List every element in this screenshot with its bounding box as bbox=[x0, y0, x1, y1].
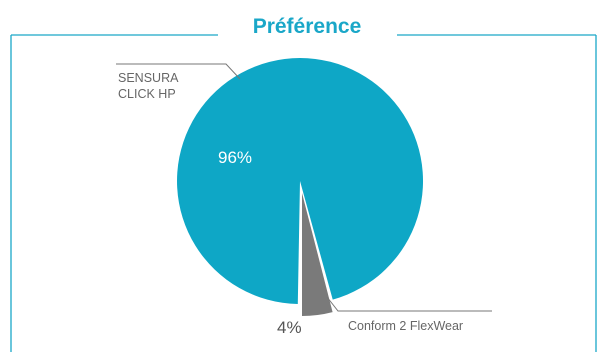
slice-label-sensura-line-1: SENSURA bbox=[118, 71, 179, 85]
chart-title: Préférence bbox=[253, 15, 362, 38]
leader-line-sensura bbox=[116, 63, 241, 80]
pie-slice-conform-2-flexwear bbox=[302, 192, 333, 316]
value-label-sensura: 96% bbox=[218, 148, 252, 167]
slice-label-sensura-line-2: CLICK HP bbox=[118, 87, 176, 101]
pie-slice-sensura-click-hp bbox=[177, 58, 424, 304]
value-label-conform: 4% bbox=[277, 318, 302, 337]
leader-line-conform bbox=[326, 296, 492, 312]
slice-label-sensura: SENSURA CLICK HP bbox=[118, 71, 181, 101]
slice-label-conform: Conform 2 FlexWear bbox=[348, 319, 463, 333]
